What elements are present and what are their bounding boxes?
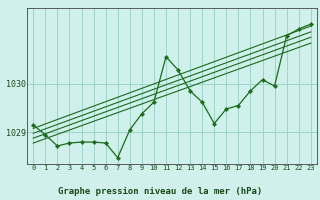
Text: Graphe pression niveau de la mer (hPa): Graphe pression niveau de la mer (hPa) xyxy=(58,187,262,196)
